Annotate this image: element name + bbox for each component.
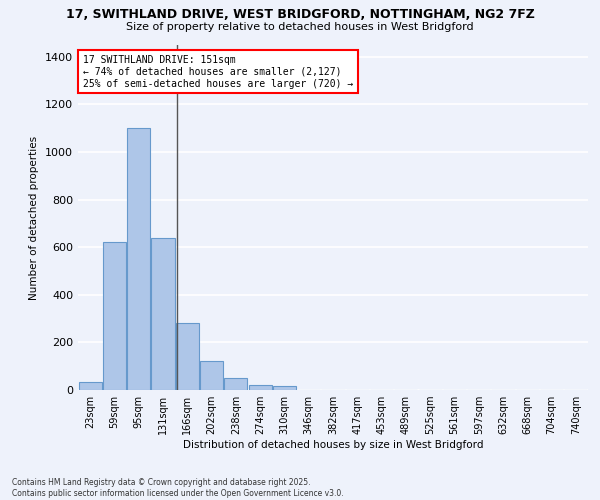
Bar <box>224 378 247 390</box>
Bar <box>200 362 223 390</box>
Bar <box>127 128 150 390</box>
X-axis label: Distribution of detached houses by size in West Bridgford: Distribution of detached houses by size … <box>183 440 483 450</box>
Bar <box>151 238 175 390</box>
Bar <box>176 324 199 390</box>
Y-axis label: Number of detached properties: Number of detached properties <box>29 136 40 300</box>
Bar <box>248 385 272 390</box>
Text: Contains HM Land Registry data © Crown copyright and database right 2025.
Contai: Contains HM Land Registry data © Crown c… <box>12 478 344 498</box>
Bar <box>79 382 101 390</box>
Bar <box>273 386 296 390</box>
Text: 17 SWITHLAND DRIVE: 151sqm
← 74% of detached houses are smaller (2,127)
25% of s: 17 SWITHLAND DRIVE: 151sqm ← 74% of deta… <box>83 56 353 88</box>
Text: Size of property relative to detached houses in West Bridgford: Size of property relative to detached ho… <box>126 22 474 32</box>
Bar <box>103 242 126 390</box>
Text: 17, SWITHLAND DRIVE, WEST BRIDGFORD, NOTTINGHAM, NG2 7FZ: 17, SWITHLAND DRIVE, WEST BRIDGFORD, NOT… <box>65 8 535 20</box>
